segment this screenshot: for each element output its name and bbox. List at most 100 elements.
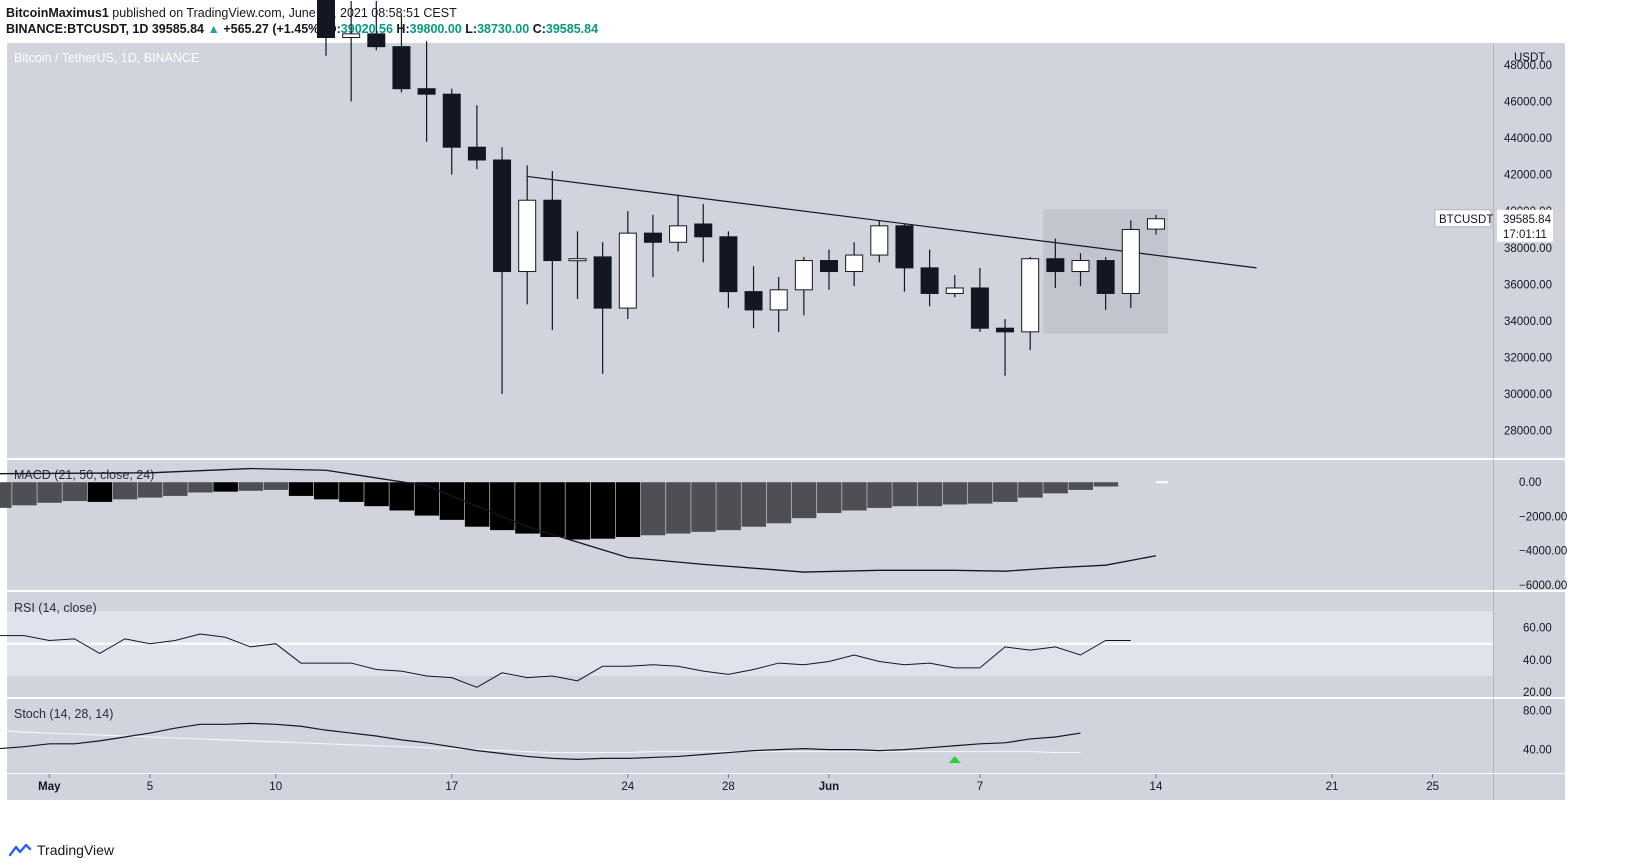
time-tick-label: 10 (269, 781, 282, 793)
macd-tick-label: 0.00 (1519, 477, 1541, 489)
stoch-pane-title: Stoch (14, 28, 14) (14, 707, 113, 721)
price-tick-label: 46000.00 (1504, 97, 1552, 109)
price-tick-label: 36000.00 (1504, 279, 1552, 291)
footer: TradingView (8, 842, 114, 858)
high-label: H: (396, 22, 410, 36)
macd-histogram-bar (490, 482, 515, 531)
macd-histogram-bar (263, 482, 289, 490)
candle-body (593, 256, 612, 309)
candle-body (1071, 260, 1090, 273)
stoch-d-line (0, 729, 1081, 754)
time-tick-label: 17 (445, 781, 458, 793)
footer-brand[interactable]: TradingView (37, 842, 115, 858)
candle-body (895, 225, 914, 269)
close-label: C: (532, 22, 546, 36)
stoch-tick-label: 80.00 (1523, 706, 1552, 718)
macd-histogram-bar (1093, 482, 1119, 487)
macd-histogram-bar (791, 482, 817, 519)
macd-histogram-bar (993, 482, 1018, 502)
time-tick-label: 28 (722, 781, 735, 793)
price-tick-label: 48000.00 (1504, 60, 1552, 72)
tradingview-logo-icon (8, 843, 32, 857)
macd-histogram-bar (1043, 482, 1068, 494)
high-value: 39800.00 (409, 22, 462, 36)
candle-body (568, 258, 587, 262)
macd-histogram-bar (112, 482, 138, 500)
countdown-tag: 17:01:11 (1503, 229, 1547, 241)
macd-tick-label: −2000.00 (1519, 511, 1567, 523)
macd-histogram-bar (464, 482, 490, 527)
candle-body (342, 33, 361, 39)
candle-body (996, 327, 1015, 333)
symbol-tag: BTCUSDT (1439, 214, 1493, 226)
stoch-k-line (0, 722, 1081, 760)
candle-body (845, 254, 864, 273)
candle-body (317, 0, 335, 39)
candle-body (669, 225, 688, 243)
candle-body (945, 287, 964, 294)
symbol-interval: BINANCE:BTCUSDT, 1D (6, 22, 149, 36)
candle-body (744, 291, 763, 311)
candle-body (417, 88, 436, 95)
macd-histogram-bar (12, 482, 37, 506)
macd-line (0, 467, 1157, 573)
macd-histogram-bar (238, 482, 264, 491)
publish-date: published on TradingView.com, June 14, 2… (112, 6, 457, 20)
price-tick-label: 38000.00 (1504, 243, 1552, 255)
macd-histogram-bar (867, 482, 892, 508)
macd-histogram-bar (439, 482, 465, 520)
macd-histogram-bar (163, 482, 188, 496)
rsi-line (0, 633, 1131, 688)
axis-bg-stoch (1494, 699, 1565, 773)
macd-pane-title: MACD (21, 50, close, 24) (14, 468, 154, 482)
macd-histogram-bar (565, 482, 590, 540)
macd-histogram-bar (892, 482, 917, 507)
close-value: 39585.84 (545, 22, 599, 36)
candle-body (1046, 258, 1065, 273)
author-name[interactable]: BitcoinMaximus1 (6, 6, 109, 20)
macd-tick-label: −4000.00 (1519, 546, 1567, 558)
candle-body (1021, 258, 1040, 333)
candle-body (694, 223, 713, 238)
price-tick-label: 42000.00 (1504, 170, 1552, 182)
time-tick-label: 14 (1150, 781, 1163, 793)
candle-body (1146, 218, 1165, 230)
macd-histogram-bar (967, 482, 993, 504)
macd-histogram-bar (515, 482, 540, 534)
candle-body (719, 236, 738, 293)
price-tick-label: 44000.00 (1504, 133, 1552, 145)
time-tick-label: Jun (819, 781, 839, 793)
candle-body (794, 260, 813, 291)
macd-histogram-bar (414, 482, 440, 516)
axis-bg-rsi (1494, 592, 1565, 697)
time-tick-label: 5 (147, 781, 153, 793)
macd-histogram-bar (917, 482, 943, 507)
publish-info: BitcoinMaximus1 published on TradingView… (6, 6, 457, 20)
macd-histogram-bar (716, 482, 741, 531)
candle-body (920, 267, 939, 294)
macd-histogram-bar (640, 482, 666, 536)
rsi-tick-label: 60.00 (1523, 623, 1552, 635)
macd-histogram-bar (288, 482, 314, 496)
chart-canvas[interactable]: 48000.0046000.0044000.0042000.0040000.00… (0, 0, 1627, 840)
macd-histogram-bar (314, 482, 339, 500)
rsi-tick-label: 20.00 (1523, 687, 1552, 699)
price-axis-unit: USDT (1514, 52, 1545, 64)
macd-histogram-bar (1018, 482, 1043, 498)
candle-body (618, 232, 637, 309)
up-arrow-icon: ▲ (207, 22, 220, 36)
price-pane-title: Bitcoin / TetherUS, 1D, BINANCE (14, 51, 199, 65)
candle-body (1096, 260, 1115, 294)
candle-body (493, 159, 512, 273)
rsi-pane-title: RSI (14, close) (14, 601, 97, 615)
pane-bg-stoch (7, 699, 1493, 773)
macd-histogram-bar (188, 482, 213, 493)
macd-histogram-bar (942, 482, 968, 505)
macd-histogram-bar (741, 482, 767, 527)
price-tick-label: 34000.00 (1504, 316, 1552, 328)
macd-histogram-bar (37, 482, 62, 503)
macd-tick-label: −6000.00 (1519, 580, 1567, 592)
last-price: 39585.84 (151, 22, 204, 36)
macd-histogram-bar (590, 482, 616, 539)
candle-body (467, 146, 486, 161)
